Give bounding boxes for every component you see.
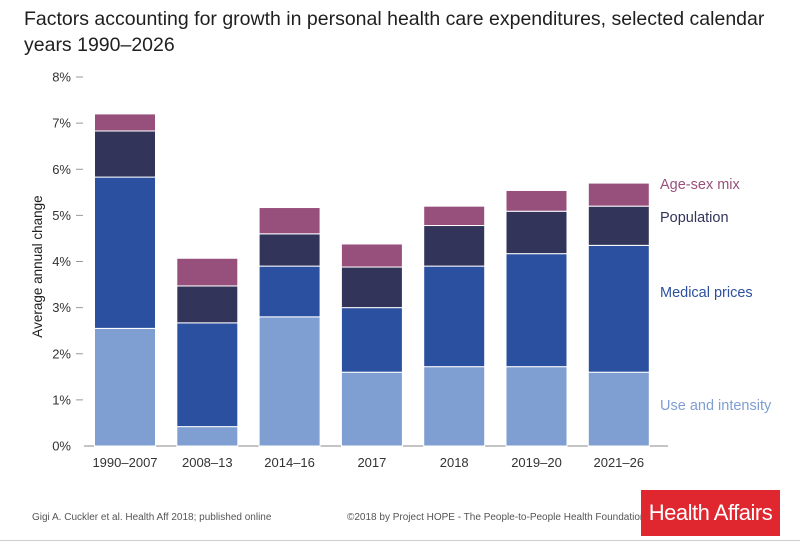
y-tick-label: 0%: [52, 439, 71, 454]
y-tick-label: 7%: [52, 116, 71, 131]
bar-segment-age-sex-mix: [176, 257, 239, 287]
y-tick-label: 4%: [52, 254, 71, 269]
bar-segment-age-sex-mix: [505, 189, 568, 212]
y-tick-label: 2%: [52, 346, 71, 361]
y-tick-label: 3%: [52, 300, 71, 315]
bar-segment-use-and-intensity: [176, 426, 239, 447]
x-tick-label: 1990–2007: [92, 455, 157, 470]
bar-segment-population: [340, 266, 403, 309]
bar-segment-use-and-intensity: [423, 366, 486, 447]
chart-title: Factors accounting for growth in persona…: [24, 8, 765, 56]
citation-text: Gigi A. Cuckler et al. Health Aff 2018; …: [32, 512, 272, 523]
y-tick-label: 5%: [52, 208, 71, 223]
y-tick-label: 6%: [52, 162, 71, 177]
bar-segment-population: [423, 225, 486, 267]
health-affairs-logo: Health Affairs: [641, 490, 780, 536]
y-tick-label: 8%: [52, 70, 71, 85]
y-axis-label: Average annual change: [30, 195, 45, 337]
bar-segment-use-and-intensity: [587, 371, 650, 447]
x-tick-label: 2021–26: [593, 455, 644, 470]
legend-label: Medical prices: [660, 285, 753, 301]
bar-segment-use-and-intensity: [505, 366, 568, 447]
bar-segment-use-and-intensity: [258, 316, 321, 447]
bar-segment-age-sex-mix: [258, 207, 321, 235]
bar-segment-population: [176, 285, 239, 324]
bar-segment-age-sex-mix: [587, 182, 650, 207]
bar-segment-medical-prices: [587, 244, 650, 373]
legend-label: Use and intensity: [660, 398, 772, 414]
bar-segment-age-sex-mix: [340, 243, 403, 268]
bar-segment-population: [505, 210, 568, 255]
copyright-text: ©2018 by Project HOPE - The People-to-Pe…: [347, 512, 668, 523]
legend-label: Population: [660, 210, 729, 226]
bar-segment-medical-prices: [176, 322, 239, 428]
bar-segment-age-sex-mix: [423, 205, 486, 227]
bar-segment-use-and-intensity: [94, 327, 156, 447]
bar-segment-population: [258, 233, 321, 267]
bar-segment-medical-prices: [258, 265, 321, 318]
bar-segment-population: [587, 205, 650, 246]
bar-segment-medical-prices: [94, 176, 156, 329]
bar-segment-medical-prices: [505, 253, 568, 368]
bar-segment-population: [94, 130, 156, 178]
legend-label: Age-sex mix: [660, 177, 741, 193]
footer-divider: [0, 540, 800, 541]
x-tick-label: 2017: [357, 455, 386, 470]
bar-segment-use-and-intensity: [340, 371, 403, 447]
x-tick-label: 2018: [440, 455, 469, 470]
bar-segment-medical-prices: [423, 265, 486, 368]
bar-segment-age-sex-mix: [94, 113, 156, 132]
x-tick-label: 2019–20: [511, 455, 562, 470]
x-tick-label: 2008–13: [182, 455, 233, 470]
x-tick-label: 2014–16: [264, 455, 315, 470]
y-tick-label: 1%: [52, 392, 71, 407]
bar-segment-medical-prices: [340, 307, 403, 373]
